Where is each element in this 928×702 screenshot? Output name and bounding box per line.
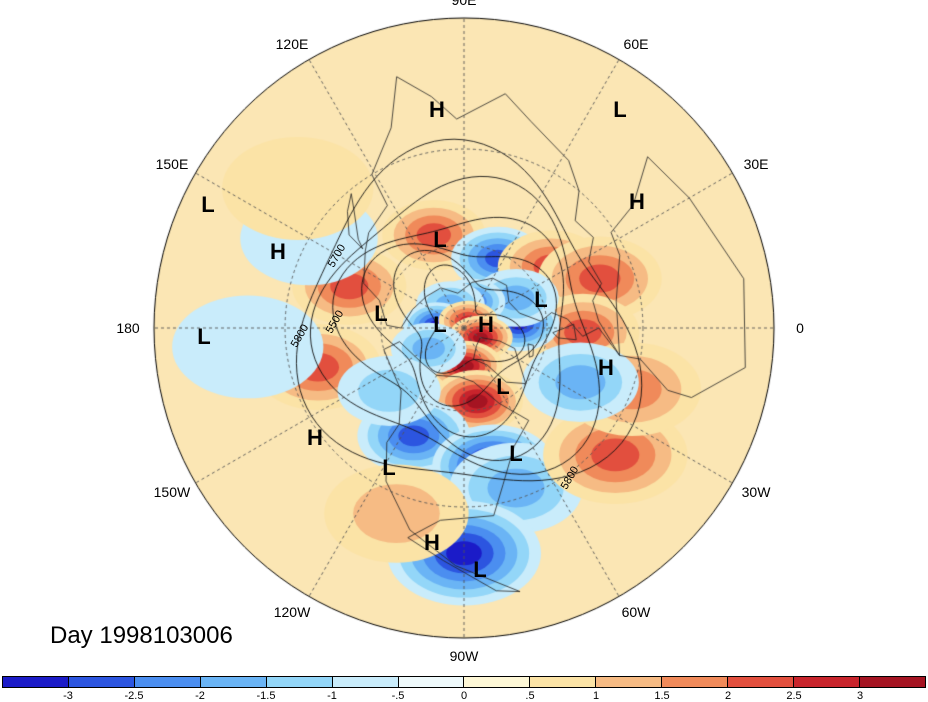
colorbar-tick-label: -1	[327, 690, 337, 702]
colorbar-segment	[134, 677, 201, 687]
day-label: Day 1998103006	[50, 622, 233, 649]
low-pressure-marker: L	[433, 312, 447, 337]
longitude-label: 60W	[621, 604, 651, 621]
colorbar-tick-label: -1.5	[256, 690, 276, 702]
longitude-label: 150E	[155, 156, 189, 172]
colorbar-segment	[464, 677, 531, 687]
longitude-label: 30W	[741, 484, 771, 500]
low-pressure-marker: L	[496, 374, 510, 399]
longitude-label: 90W	[449, 648, 479, 664]
colorbar-tick-label: -3	[63, 690, 73, 702]
low-pressure-marker: L	[473, 557, 487, 582]
colorbar-tick-label: -.5	[391, 690, 405, 702]
colorbar-ticks: -3 -2.5 -2 -1.5 -1 -.5 0 .5 1 1.5 2 2.5 3	[2, 690, 926, 702]
colorbar-tick-label: .5	[525, 690, 535, 702]
low-pressure-marker: L	[197, 324, 211, 349]
colorbar-segment	[596, 677, 663, 687]
colorbar-segment	[859, 677, 925, 687]
low-pressure-marker: L	[509, 441, 523, 466]
longitude-label: 90E	[451, 0, 477, 8]
longitude-label: 150W	[153, 484, 191, 500]
longitude-label: 120E	[275, 35, 309, 52]
high-pressure-marker: H	[429, 97, 445, 122]
colorbar-segment	[266, 677, 333, 687]
low-pressure-marker: L	[201, 192, 215, 217]
colorbar-tick-label: 2	[724, 690, 732, 702]
colorbar-tick-label: 2.5	[786, 690, 802, 702]
high-pressure-marker: H	[598, 355, 614, 380]
longitude-label: 0	[796, 320, 804, 336]
low-pressure-marker: L	[433, 227, 447, 252]
high-pressure-marker: H	[629, 189, 645, 214]
low-pressure-marker: L	[534, 287, 548, 312]
high-pressure-marker: H	[307, 425, 323, 450]
colorbar-tick-label: 0	[460, 690, 468, 702]
colorbar-segment	[728, 677, 795, 687]
longitude-label: 120W	[273, 604, 311, 621]
low-pressure-marker: L	[374, 301, 388, 326]
colorbar-tick-label: 3	[856, 690, 864, 702]
high-pressure-marker: H	[478, 312, 494, 337]
colorbar-segment	[398, 677, 465, 687]
high-pressure-marker: H	[424, 530, 440, 555]
colorbar-segment	[68, 677, 135, 687]
longitude-label: 60E	[623, 35, 649, 52]
low-pressure-marker: L	[613, 97, 627, 122]
colorbar-segment	[200, 677, 267, 687]
colorbar-segment	[794, 677, 860, 687]
colorbar-segment	[3, 677, 69, 687]
colorbar-tick-label: -2	[195, 690, 205, 702]
colorbar-segment	[332, 677, 399, 687]
colorbar-segment	[662, 677, 729, 687]
low-pressure-marker: L	[382, 455, 396, 480]
colorbar-tick-label: -2.5	[124, 690, 144, 702]
colorbar-tick-label: 1.5	[654, 690, 670, 702]
longitude-label: 30E	[743, 156, 769, 172]
longitude-label: 180	[116, 320, 140, 336]
colorbar	[2, 676, 926, 688]
colorbar-segment	[530, 677, 597, 687]
high-pressure-marker: H	[270, 239, 286, 264]
colorbar-tick-label: 1	[592, 690, 600, 702]
